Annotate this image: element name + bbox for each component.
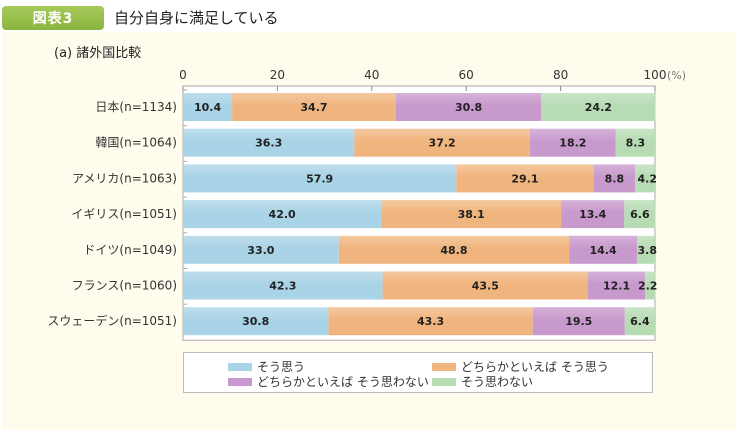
legend: そう思う どちらかといえば そう思うどちらかといえば そう思わない そう思わない xyxy=(183,352,653,393)
x-tick-label: 40 xyxy=(364,68,379,82)
bar-segment xyxy=(183,307,329,336)
bar-segment xyxy=(183,271,383,300)
data-label: 10.4 xyxy=(194,101,221,114)
data-label: 30.8 xyxy=(242,315,269,328)
bar-segment xyxy=(183,93,233,121)
category-label: フランス(n=1060) xyxy=(72,279,177,293)
x-tick-label: 100 xyxy=(644,68,667,82)
bar-segment xyxy=(354,128,530,157)
bar-segment xyxy=(183,200,382,229)
data-label: 8.8 xyxy=(605,172,625,185)
legend-label: そう思う xyxy=(257,360,306,374)
bar-segment xyxy=(587,271,646,300)
category-label: アメリカ(n=1063) xyxy=(72,171,177,185)
chart-subtitle: (a) 諸外国比較 xyxy=(54,46,142,61)
bar-segment xyxy=(635,164,655,193)
data-label: 6.6 xyxy=(630,208,650,221)
legend-swatch xyxy=(228,362,252,371)
data-label: 34.7 xyxy=(300,101,327,114)
data-label: 48.8 xyxy=(440,244,467,257)
legend-item: そう思わない xyxy=(432,374,533,389)
category-label: 韓国(n=1064) xyxy=(95,136,177,150)
legend-item: そう思う xyxy=(228,359,305,374)
data-label: 38.1 xyxy=(458,208,485,221)
data-label: 57.9 xyxy=(306,172,333,185)
category-label: 日本(n=1134) xyxy=(95,100,177,114)
data-label: 29.1 xyxy=(511,172,538,185)
bar-segment xyxy=(381,200,562,229)
legend-swatch xyxy=(432,362,456,371)
category-label: スウェーデン(n=1051) xyxy=(47,313,177,328)
data-label: 19.5 xyxy=(565,315,592,328)
x-tick-label: 20 xyxy=(270,68,285,82)
data-label: 14.4 xyxy=(590,244,617,257)
data-label: 4.2 xyxy=(638,172,658,185)
data-label: 12.1 xyxy=(603,280,630,293)
x-tick-label: 80 xyxy=(553,68,568,82)
x-tick-label: 60 xyxy=(459,68,474,82)
bar-segment xyxy=(615,128,655,157)
bar-segment xyxy=(232,93,396,121)
bar-segment xyxy=(541,93,656,121)
legend-label: どちらかといえば そう思わない xyxy=(257,375,429,389)
bar-segment xyxy=(183,235,339,264)
bar-segment xyxy=(593,164,636,193)
data-label: 43.3 xyxy=(417,315,444,328)
data-label: 24.2 xyxy=(585,101,612,114)
bar-segment xyxy=(183,128,355,157)
bar-segment xyxy=(569,235,638,264)
category-label: イギリス(n=1051) xyxy=(71,207,177,221)
bar-segment xyxy=(529,128,616,157)
data-label: 42.0 xyxy=(269,208,296,221)
bar-segment xyxy=(183,164,457,193)
figure-title: 自分自身に満足している xyxy=(114,9,279,27)
data-label: 30.8 xyxy=(455,101,482,114)
category-label: ドイツ(n=1049) xyxy=(83,243,177,257)
data-label: 8.3 xyxy=(626,137,646,150)
x-axis-unit-label: (%) xyxy=(667,69,686,82)
data-label: 2.2 xyxy=(638,280,658,293)
data-label: 18.2 xyxy=(559,137,586,150)
bar-segment xyxy=(382,271,588,300)
data-label: 42.3 xyxy=(269,280,296,293)
legend-label: そう思わない xyxy=(461,375,534,389)
bar-segment xyxy=(395,93,542,121)
bar-segment xyxy=(532,307,625,336)
data-label: 3.8 xyxy=(638,244,658,257)
data-label: 37.2 xyxy=(429,137,456,150)
data-label: 6.4 xyxy=(630,315,650,328)
legend-item: どちらかといえば そう思わない xyxy=(228,374,429,389)
data-label: 13.4 xyxy=(579,208,606,221)
data-label: 36.3 xyxy=(255,137,282,150)
legend-swatch xyxy=(432,377,456,386)
bar-segment xyxy=(561,200,625,229)
legend-swatch xyxy=(228,377,252,386)
legend-label: どちらかといえば そう思う xyxy=(461,360,609,374)
bar-segment xyxy=(328,307,533,336)
data-label: 33.0 xyxy=(247,244,274,257)
bar-segment xyxy=(624,307,655,336)
bar-segment xyxy=(624,200,656,229)
bar-segment xyxy=(645,271,656,300)
bar-segment xyxy=(456,164,594,193)
bar-segment xyxy=(637,235,655,264)
figure-label-badge: 図表3 xyxy=(2,6,104,30)
x-tick-label: 0 xyxy=(179,68,187,82)
legend-item: どちらかといえば そう思う xyxy=(432,359,609,374)
bar-segment xyxy=(338,235,570,264)
data-label: 43.5 xyxy=(472,280,499,293)
